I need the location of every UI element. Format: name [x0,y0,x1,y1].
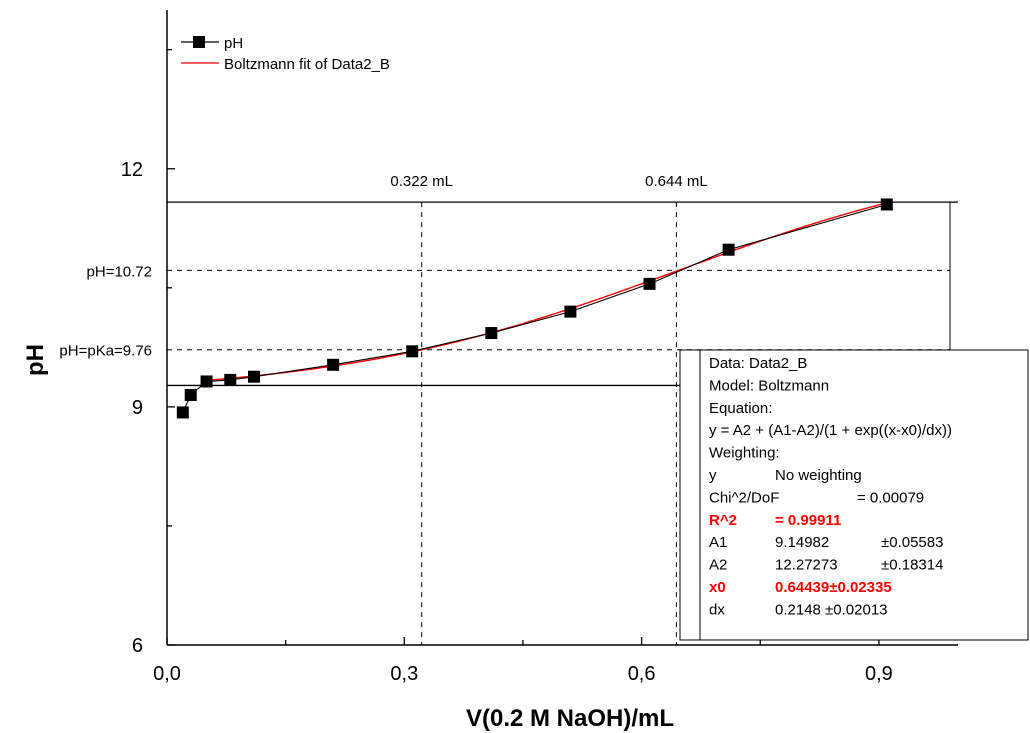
ph-data-point [176,406,189,419]
fit-line-label: x0 [709,579,726,596]
fit-line-value: = 0.00079 [857,489,924,506]
ph-data-point [200,375,213,388]
x-tick-label: 0,6 [628,663,656,685]
y-axis-title: pH [22,344,49,376]
fit-line-label: Equation: [709,400,772,417]
hline-label: pH=pKa=9.76 [59,343,152,360]
fit-line-value: 0.64439±0.02335 [775,579,892,596]
ph-data-point [248,370,261,383]
x-tick-label: 0,0 [153,663,181,685]
ph-data-point [406,345,419,358]
fit-results-box: Data: Data2_B Model: Boltzmann Equation: y … [679,349,1029,641]
fit-line-error: ±0.18314 [881,557,943,574]
fit-line-label: y [709,467,717,484]
hline-label: pH=10.72 [87,263,152,280]
y-tick-label: 12 [121,159,143,181]
legend-fit-label: Boltzmann fit of Data2_B [224,56,390,73]
fit-line-label: Weighting: [709,445,780,462]
y-tick-label: 9 [132,397,143,419]
x-tick-label: 0,9 [865,663,893,685]
y-tick-label: 6 [132,635,143,657]
legend: pH Boltzmann fit of Data2_B [181,35,390,73]
fit-line-label: R^2 [709,512,737,529]
ph-data-point [224,373,237,386]
fit-line-label: Chi^2/DoF [709,489,779,506]
ph-data-point [184,388,197,401]
vline-label: 0.322 mL [390,173,453,190]
fit-line-value: 0.2148 ±0.02013 [775,601,888,618]
fit-box-frame [679,349,1029,641]
fit-line-value: No weighting [775,467,862,484]
fit-line-value: 12.27273 [775,557,838,574]
fit-line-label: A1 [709,534,727,551]
ph-data-point [564,305,577,318]
fit-line-value: = 0.99911 [775,512,841,529]
ph-data-point [327,358,340,371]
data-points [176,198,893,419]
fit-line-value: 9.14982 [775,534,829,551]
fit-line-label: Data: Data2_B [709,355,807,372]
fit-line-label: Model: Boltzmann [709,377,829,394]
x-tick-label: 0,3 [390,663,418,685]
legend-ph-label: pH [224,35,243,52]
legend-ph-marker [193,36,205,48]
ph-data-point [722,243,735,256]
ph-data-point [643,277,656,290]
vline-label: 0.644 mL [645,173,708,190]
fit-line-label: A2 [709,557,727,574]
x-axis-title: V(0.2 M NaOH)/mL [466,705,674,732]
fit-line-label: y = A2 + (A1-A2)/(1 + exp((x-x0)/dx)) [709,422,952,439]
ph-data-point [880,198,893,211]
fit-line-error: ±0.05583 [881,534,943,551]
axes: 6 9 12 0,0 0,3 0,6 0,9 [121,10,958,685]
fit-line-label: dx [709,601,725,618]
ph-data-point [485,327,498,340]
